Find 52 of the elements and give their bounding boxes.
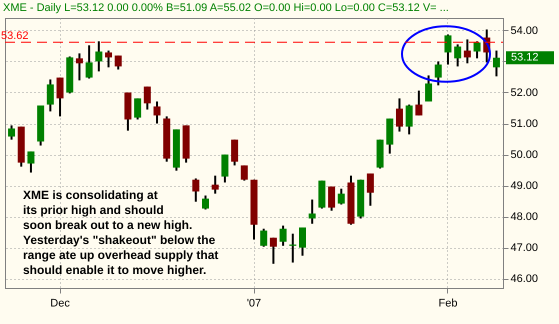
annotation: XME is consolidating at its prior high and should soon break out to a new high. Yesterday's "shakeout" below the range ate up overhead supply that should enable it to move higher. — [23, 188, 218, 277]
ref-line-label: 53.62 — [1, 30, 29, 42]
text: 53.12 — [511, 52, 539, 64]
candlestick — [328, 186, 336, 212]
candlestick — [192, 177, 200, 203]
candlestick — [434, 60, 442, 86]
candlestick — [144, 86, 151, 111]
candlestick — [154, 100, 161, 125]
candlestick — [454, 43, 462, 68]
candlestick — [8, 124, 16, 141]
candlestick — [396, 97, 403, 133]
candlestick — [231, 138, 238, 166]
y-tick-label: 50.00 — [510, 149, 538, 162]
candlestick — [406, 104, 413, 136]
candlestick — [444, 33, 452, 66]
candlestick — [221, 154, 228, 184]
candlestick — [270, 236, 277, 265]
candlestick — [492, 50, 500, 78]
y-tick-label: 52.00 — [510, 86, 538, 99]
candlestick — [202, 194, 210, 210]
candlestick — [298, 226, 306, 257]
chart-title: XME - Daily L=53.12 0.00 0.00% B=51.09 A=55.02 O=0.00 Hi=0.00 Lo=0.00 C=53.12 V= ... — [3, 2, 449, 14]
candlestick — [260, 228, 268, 248]
y-tick-label: 48.00 — [510, 211, 538, 224]
candlestick — [308, 198, 316, 225]
x-tick-label: '07 — [246, 298, 262, 310]
y-tick-label: 47.00 — [510, 242, 538, 254]
candlestick — [56, 76, 64, 118]
candlestick — [289, 232, 296, 264]
candlestick — [415, 90, 422, 116]
x-tick-label: Dec — [50, 298, 70, 310]
candlestick — [212, 174, 219, 195]
candlestick — [95, 40, 102, 72]
candlestick — [27, 150, 34, 174]
candlestick — [338, 188, 345, 206]
candlestick — [240, 164, 248, 182]
candlestick — [114, 54, 122, 71]
candlestick — [425, 74, 432, 102]
y-tick-label: 54.00 — [510, 24, 538, 37]
candlestick — [280, 224, 287, 247]
candlestick — [134, 97, 142, 120]
candlestick — [474, 40, 481, 60]
candlestick — [366, 172, 374, 207]
candlestick — [464, 38, 471, 64]
candlestick — [76, 52, 83, 82]
candlestick — [46, 78, 54, 112]
y-tick-label: 51.00 — [510, 118, 538, 130]
candlestick — [86, 44, 93, 80]
y-tick-label: 49.00 — [510, 180, 538, 192]
x-tick-label: Feb — [438, 298, 458, 310]
y-tick-label: 46.00 — [510, 273, 538, 286]
candlestick — [105, 50, 112, 68]
